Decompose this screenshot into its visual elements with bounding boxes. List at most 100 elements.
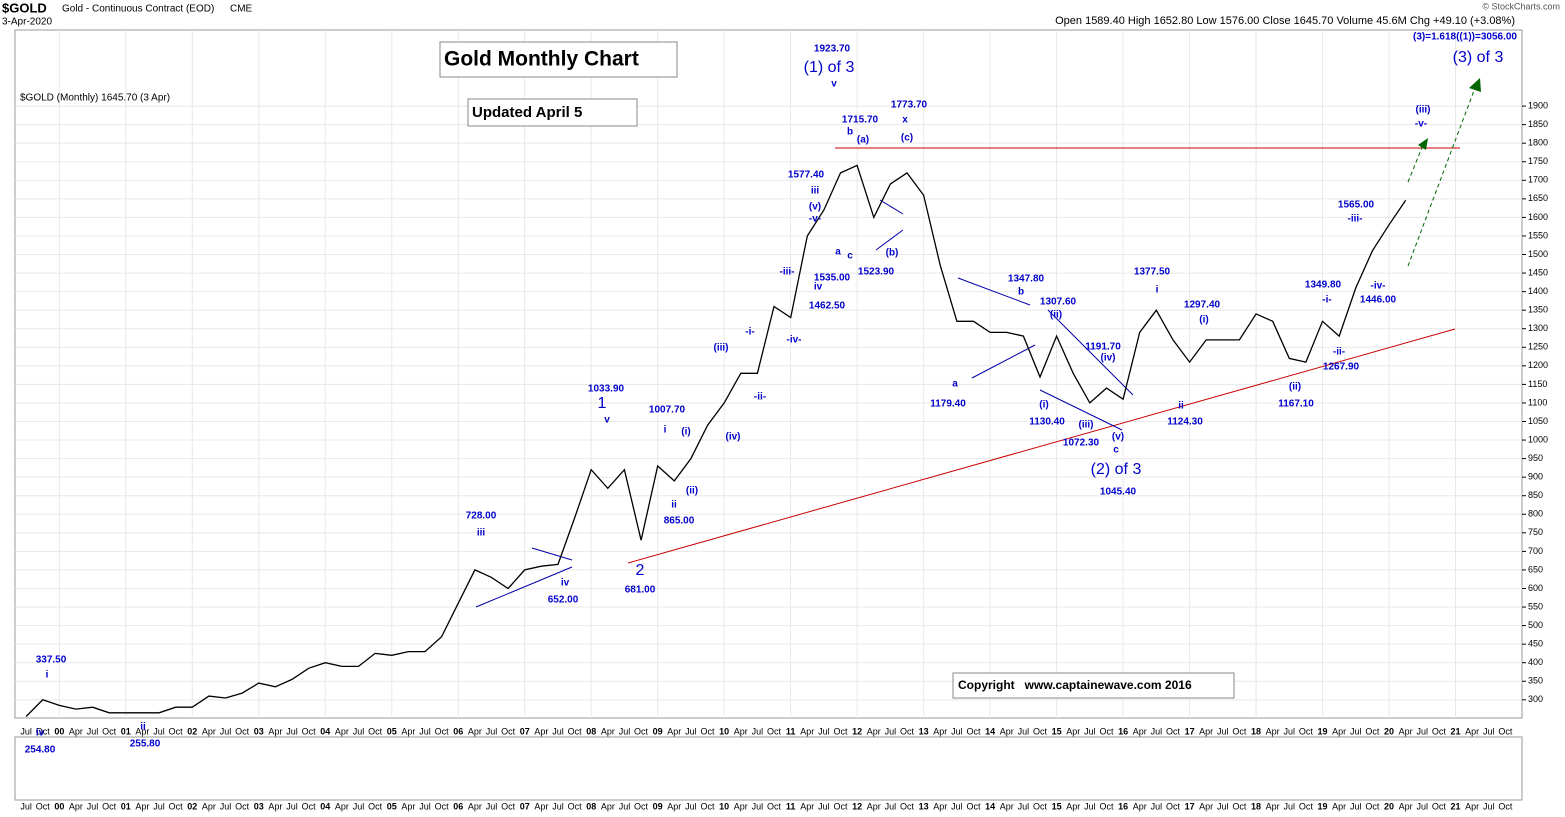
x-month-label: Jul [1084, 726, 1096, 736]
x-month-label: Oct [1299, 801, 1314, 811]
x-tick-label: 01 [121, 801, 131, 811]
x-tick-label: 16 [1118, 801, 1128, 811]
wave-label: ii [140, 722, 146, 733]
x-month-label: Apr [401, 801, 415, 811]
wave-label: ii [1178, 401, 1184, 412]
triangle-line [971, 344, 1036, 379]
x-tick-label: 12 [852, 726, 862, 736]
x-month-label: Jul [1018, 726, 1030, 736]
projection-arrow [1407, 144, 1424, 183]
wave-label: (3) of 3 [1453, 49, 1504, 66]
x-month-label: Oct [501, 726, 516, 736]
x-month-label: Jul [87, 726, 99, 736]
x-month-label: Jul [1284, 726, 1296, 736]
x-month-label: Jul [1018, 801, 1030, 811]
x-tick-label: 21 [1451, 801, 1461, 811]
chart-title: Gold Monthly Chart [444, 48, 639, 71]
support-line [627, 328, 1456, 564]
wave-label: (2) of 3 [1091, 461, 1142, 478]
x-month-label: Jul [1151, 801, 1163, 811]
wave-label: 728.00 [466, 511, 497, 522]
wave-label: a [952, 379, 958, 390]
wave-label: (v) [1112, 432, 1124, 443]
wave-label: iii [811, 186, 820, 197]
x-month-label: Oct [834, 801, 849, 811]
y-tick-label: 1600 [1528, 212, 1548, 222]
x-tick-label: 17 [1185, 801, 1195, 811]
y-tick-label: 850 [1528, 490, 1543, 500]
x-tick-label: 13 [919, 801, 929, 811]
wave-label: 1191.70 [1085, 342, 1121, 353]
x-tick-label: 00 [54, 726, 64, 736]
y-tick-label: 450 [1528, 639, 1543, 649]
projection-arrow [1407, 87, 1476, 267]
x-month-label: Jul [486, 801, 498, 811]
x-month-label: Apr [867, 726, 881, 736]
wave-label: (iii) [714, 343, 729, 354]
arrow-head [1418, 138, 1428, 150]
wave-label: 1349.80 [1305, 280, 1342, 291]
x-month-label: Oct [501, 801, 516, 811]
x-month-label: Oct [634, 801, 649, 811]
wave-label: 1 [598, 395, 607, 412]
x-tick-label: 02 [187, 801, 197, 811]
x-month-label: Oct [634, 726, 649, 736]
x-month-label: Oct [1166, 726, 1181, 736]
x-month-label: Apr [1266, 726, 1280, 736]
x-month-label: Oct [1099, 801, 1114, 811]
x-tick-label: 14 [985, 726, 995, 736]
wave-label: iii [477, 528, 486, 539]
wave-label: i [1156, 285, 1159, 296]
exchange: CME [230, 4, 253, 15]
x-month-label: Apr [468, 801, 482, 811]
x-month-label: Oct [1232, 726, 1247, 736]
wave-label: 1167.10 [1278, 399, 1314, 410]
wave-label: 1072.30 [1063, 438, 1100, 449]
x-tick-label: 20 [1384, 801, 1394, 811]
wave-label: 1577.40 [788, 170, 825, 181]
x-month-label: Oct [568, 726, 583, 736]
wave-label: -v- [1415, 119, 1427, 130]
y-tick-label: 1750 [1528, 156, 1548, 166]
trend-lines [475, 78, 1481, 608]
x-tick-label: 07 [520, 801, 530, 811]
x-tick-label: 05 [387, 801, 397, 811]
x-month-label: Apr [734, 726, 748, 736]
x-month-label: Apr [135, 801, 149, 811]
x-month-label: Oct [568, 801, 583, 811]
wave-label: (ii) [1050, 310, 1062, 321]
x-month-label: Jul [153, 801, 165, 811]
x-tick-label: 19 [1318, 801, 1328, 811]
arrow-head [1469, 78, 1481, 92]
wave-label: 1565.00 [1338, 200, 1375, 211]
wave-label: -iii- [1348, 214, 1363, 225]
x-month-label: Jul [951, 726, 963, 736]
wave-label: (a) [857, 135, 869, 146]
x-month-label: Jul [619, 801, 631, 811]
y-tick-label: 1900 [1528, 100, 1548, 110]
x-tick-label: 17 [1185, 726, 1195, 736]
x-tick-label: 18 [1251, 726, 1261, 736]
x-month-label: Jul [685, 801, 697, 811]
triangle-line [475, 566, 573, 608]
x-month-label: Jul [951, 801, 963, 811]
x-month-label: Jul [1084, 801, 1096, 811]
x-tick-label: 08 [586, 726, 596, 736]
grid [15, 30, 1522, 718]
x-month-label: Oct [1166, 801, 1181, 811]
x-month-label: Apr [601, 726, 615, 736]
x-month-label: Jul [1417, 726, 1429, 736]
y-tick-label: 1700 [1528, 175, 1548, 185]
quote: Open 1589.40 High 1652.80 Low 1576.00 Cl… [1055, 15, 1515, 27]
wave-label: -iv- [1371, 281, 1386, 292]
y-tick-label: 1650 [1528, 193, 1548, 203]
wave-label: 1297.40 [1184, 300, 1221, 311]
y-tick-label: 1400 [1528, 286, 1548, 296]
wave-label: 1715.70 [842, 115, 879, 126]
x-month-label: Apr [268, 801, 282, 811]
x-tick-label: 00 [54, 801, 64, 811]
wave-label: -ii- [1333, 347, 1345, 358]
wave-label: 1923.70 [814, 44, 851, 55]
x-month-label: Apr [1000, 726, 1014, 736]
x-month-label: Oct [1498, 801, 1513, 811]
